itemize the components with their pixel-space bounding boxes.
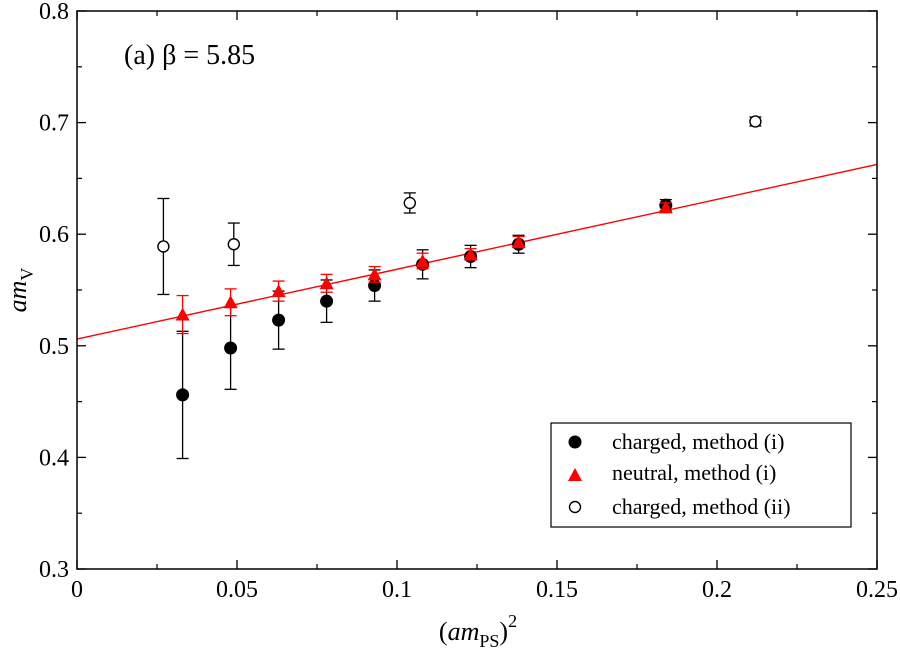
data-point <box>176 388 190 402</box>
x-axis-label-base: am <box>448 617 480 646</box>
data-point <box>223 295 238 309</box>
legend-label-charged-ii: charged, method (ii) <box>612 494 791 519</box>
plot-frame <box>76 10 878 570</box>
y-axis-label-sub: V <box>17 268 37 281</box>
data-point <box>403 196 416 210</box>
data-point <box>415 253 430 267</box>
y-tick-label: 0.8 <box>39 0 69 25</box>
x-axis-label-sup: 2 <box>508 611 517 631</box>
fit-line <box>76 163 878 340</box>
x-axis-label-suffix: ) <box>499 617 508 646</box>
data-point <box>463 247 478 261</box>
data-point <box>175 307 190 321</box>
x-tick-label: 0 <box>71 577 83 603</box>
data-point <box>227 238 241 251</box>
x-tick-label: 0.15 <box>536 577 578 603</box>
legend-marker-neutral-i <box>568 468 582 481</box>
legend-label-neutral-i: neutral, method (i) <box>612 460 776 485</box>
y-axis-label-base: am <box>3 281 32 313</box>
data-point <box>749 115 762 128</box>
data-point <box>271 284 286 298</box>
legend-marker-charged-i <box>568 435 582 449</box>
data-point <box>157 240 170 253</box>
x-axis-label: (amPS)2 <box>439 611 517 649</box>
y-tick-label: 0.4 <box>39 445 69 471</box>
y-tick-label: 0.7 <box>39 111 69 137</box>
y-tick-label: 0.5 <box>39 334 69 360</box>
legend: charged, method (i) neutral, method (i) … <box>550 422 852 528</box>
data-point <box>320 294 334 308</box>
legend-marker-charged-ii <box>568 500 582 514</box>
series-filled-triangle <box>175 200 673 335</box>
x-tick-label: 0.25 <box>856 577 898 603</box>
series-filled-circle <box>176 198 673 460</box>
data-point <box>511 235 526 249</box>
y-axis-label: amV <box>3 268 37 313</box>
data-point <box>319 276 334 290</box>
legend-label-charged-i: charged, method (i) <box>612 429 784 454</box>
x-tick-label: 0.05 <box>216 577 258 603</box>
x-axis-label-prefix: ( <box>439 617 448 646</box>
data-point <box>272 313 286 327</box>
y-tick-label: 0.6 <box>39 222 69 248</box>
y-tick-label: 0.3 <box>39 557 69 583</box>
data-point <box>658 200 673 214</box>
x-axis-label-sub: PS <box>479 631 499 649</box>
legend-box <box>550 422 852 528</box>
x-tick-label: 0.2 <box>702 577 732 603</box>
chart-annotation: (a) β = 5.85 <box>124 40 255 71</box>
x-tick-label: 0.1 <box>382 577 412 603</box>
data-point <box>367 267 382 281</box>
data-point <box>224 341 238 355</box>
series-open-circle <box>157 115 762 296</box>
